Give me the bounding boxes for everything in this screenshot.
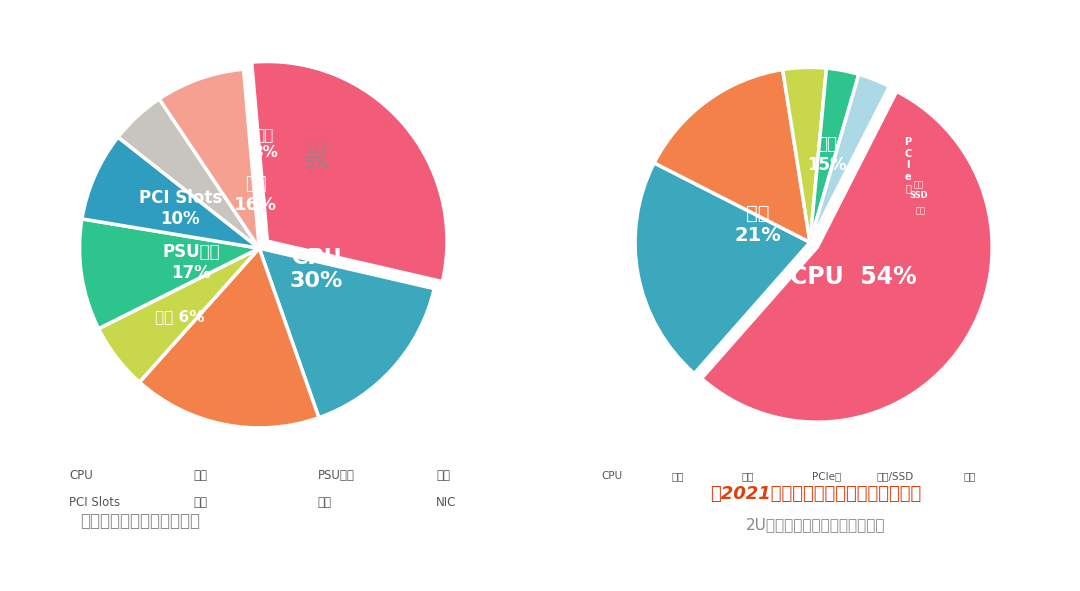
Text: 风扇
21%: 风扇 21% [734,204,781,245]
Text: 主板
8%: 主板 8% [252,128,278,160]
Text: 2U标准双路机架服务器能耗分布: 2U标准双路机架服务器能耗分布 [745,517,886,532]
Text: 内存: 内存 [742,471,755,480]
Text: CPU: CPU [69,469,93,482]
Text: 主板: 主板 [915,206,926,215]
Text: 内存: 内存 [193,469,207,482]
Text: 《2021数据中心高质量发展大会》材料: 《2021数据中心高质量发展大会》材料 [710,485,921,504]
Wedge shape [810,74,890,242]
Text: P
C
I
e
卡: P C I e 卡 [904,137,912,193]
Wedge shape [810,68,859,242]
Text: CPU: CPU [602,471,623,480]
Wedge shape [783,67,826,242]
Text: PCI Slots: PCI Slots [69,496,120,509]
Text: PSU损失
17%: PSU损失 17% [162,243,219,282]
Wedge shape [80,219,259,329]
Text: PCIe卡: PCIe卡 [812,471,841,480]
Text: PSU损失: PSU损失 [318,469,354,482]
Text: 内存
15%: 内存 15% [808,135,848,174]
Wedge shape [118,99,259,248]
Text: PCI Slots
10%: PCI Slots 10% [138,189,221,228]
Text: 风扇: 风扇 [672,471,685,480]
Text: 硬盘
SSD: 硬盘 SSD [909,180,928,200]
Wedge shape [702,92,993,422]
Wedge shape [635,163,810,374]
Text: 风扇
5%: 风扇 5% [305,139,328,171]
Text: 通用服务器各组件能耗分布: 通用服务器各组件能耗分布 [80,512,201,530]
Text: IT设备等效PUE=1.27: IT设备等效PUE=1.27 [671,551,809,569]
Text: 主板: 主板 [193,496,207,509]
Text: 主板: 主板 [963,471,976,480]
Text: 内存
16%: 内存 16% [234,175,278,214]
Wedge shape [259,248,434,418]
Text: CPU
30%: CPU 30% [291,248,343,291]
Text: IT设备等效PUE=1.28: IT设备等效PUE=1.28 [114,551,253,569]
Wedge shape [98,248,259,382]
Wedge shape [139,248,319,428]
Text: NIC: NIC [436,496,457,509]
Text: 硬盘/SSD: 硬盘/SSD [877,471,914,480]
Wedge shape [82,137,259,248]
Text: CPU  54%: CPU 54% [791,265,917,290]
Text: 硬盘: 硬盘 [436,469,450,482]
Wedge shape [252,61,447,281]
Wedge shape [654,70,810,242]
Text: 硬盘 6%: 硬盘 6% [156,309,205,324]
Wedge shape [159,69,259,248]
Text: 风扇: 风扇 [318,496,332,509]
